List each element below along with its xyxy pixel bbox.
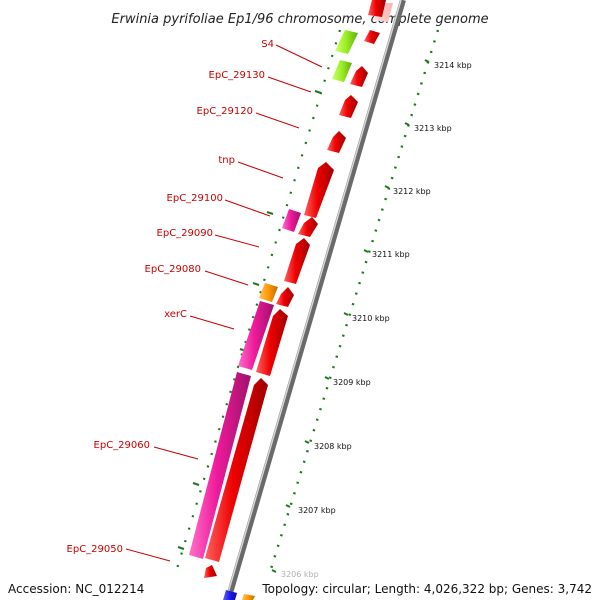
kbp-scale: 3214 kbp 3213 kbp 3212 kbp 3211 kbp 3210… [271, 59, 472, 579]
gene-red-long1 [304, 162, 334, 218]
map-title: Erwinia pyrifoliae Ep1/96 chromosome, co… [111, 12, 488, 27]
gene-red-29060 [205, 378, 268, 562]
gene-label-s4: S4 [261, 39, 274, 50]
gene-lime-top [335, 30, 358, 54]
gene-label-tnp: tnp [218, 155, 235, 166]
gene-red-tnp [327, 131, 346, 153]
backbone [225, 0, 406, 600]
kbp-label-3213: 3213 kbp [414, 124, 452, 133]
topology-text: Topology: circular; Length: 4,026,322 bp… [262, 582, 592, 596]
gene-red-29080 [284, 238, 310, 284]
gene-labels: S4 EpC_29130 EpC_29120 tnp EpC_29100 EpC… [67, 39, 274, 555]
accession-text: Accession: NC_012214 [8, 582, 145, 596]
gene-label-epc-29130: EpC_29130 [209, 70, 265, 81]
leader-lines [125, 44, 323, 562]
gene-label-epc-29050: EpC_29050 [67, 544, 123, 555]
kbp-label-3212: 3212 kbp [393, 187, 431, 196]
gene-orange-bottom [242, 594, 255, 600]
gene-label-epc-29080: EpC_29080 [145, 264, 201, 275]
kbp-label-3206: 3206 kbp [281, 570, 319, 579]
kbp-label-3214: 3214 kbp [434, 61, 472, 70]
gene-pink-29060 [189, 372, 251, 559]
scale-track [268, 29, 440, 573]
gene-label-epc-29090: EpC_29090 [157, 228, 213, 239]
feature-ticks [177, 90, 322, 550]
gene-pink-xerc [238, 301, 274, 370]
gene-label-epc-29100: EpC_29100 [167, 193, 223, 204]
gene-label-epc-29120: EpC_29120 [197, 106, 253, 117]
gene-lime [332, 60, 352, 82]
kbp-label-3207: 3207 kbp [298, 506, 336, 515]
gene-red-29130 [350, 66, 368, 87]
gene-red-xerc [256, 309, 288, 376]
gene-blue-bottom [223, 590, 237, 600]
gene-red-s4 [364, 30, 380, 44]
kbp-label-3208: 3208 kbp [314, 442, 352, 451]
backbone-highlight [225, 0, 402, 600]
gene-label-xerc: xerC [164, 309, 187, 320]
gene-pink-29100 [282, 209, 301, 232]
gene-red-xerc-small [276, 287, 294, 307]
gene-red-29090 [298, 217, 318, 237]
gene-red-29120 [339, 95, 358, 118]
kbp-label-3210: 3210 kbp [352, 314, 390, 323]
kbp-label-3209: 3209 kbp [333, 378, 371, 387]
gene-red-29050 [204, 565, 217, 578]
gene-red-top [368, 0, 386, 17]
gene-orange-29080 [259, 283, 278, 302]
gene-features [189, 0, 393, 600]
kbp-label-3211: 3211 kbp [372, 250, 410, 259]
gene-label-epc-29060: EpC_29060 [94, 440, 150, 451]
